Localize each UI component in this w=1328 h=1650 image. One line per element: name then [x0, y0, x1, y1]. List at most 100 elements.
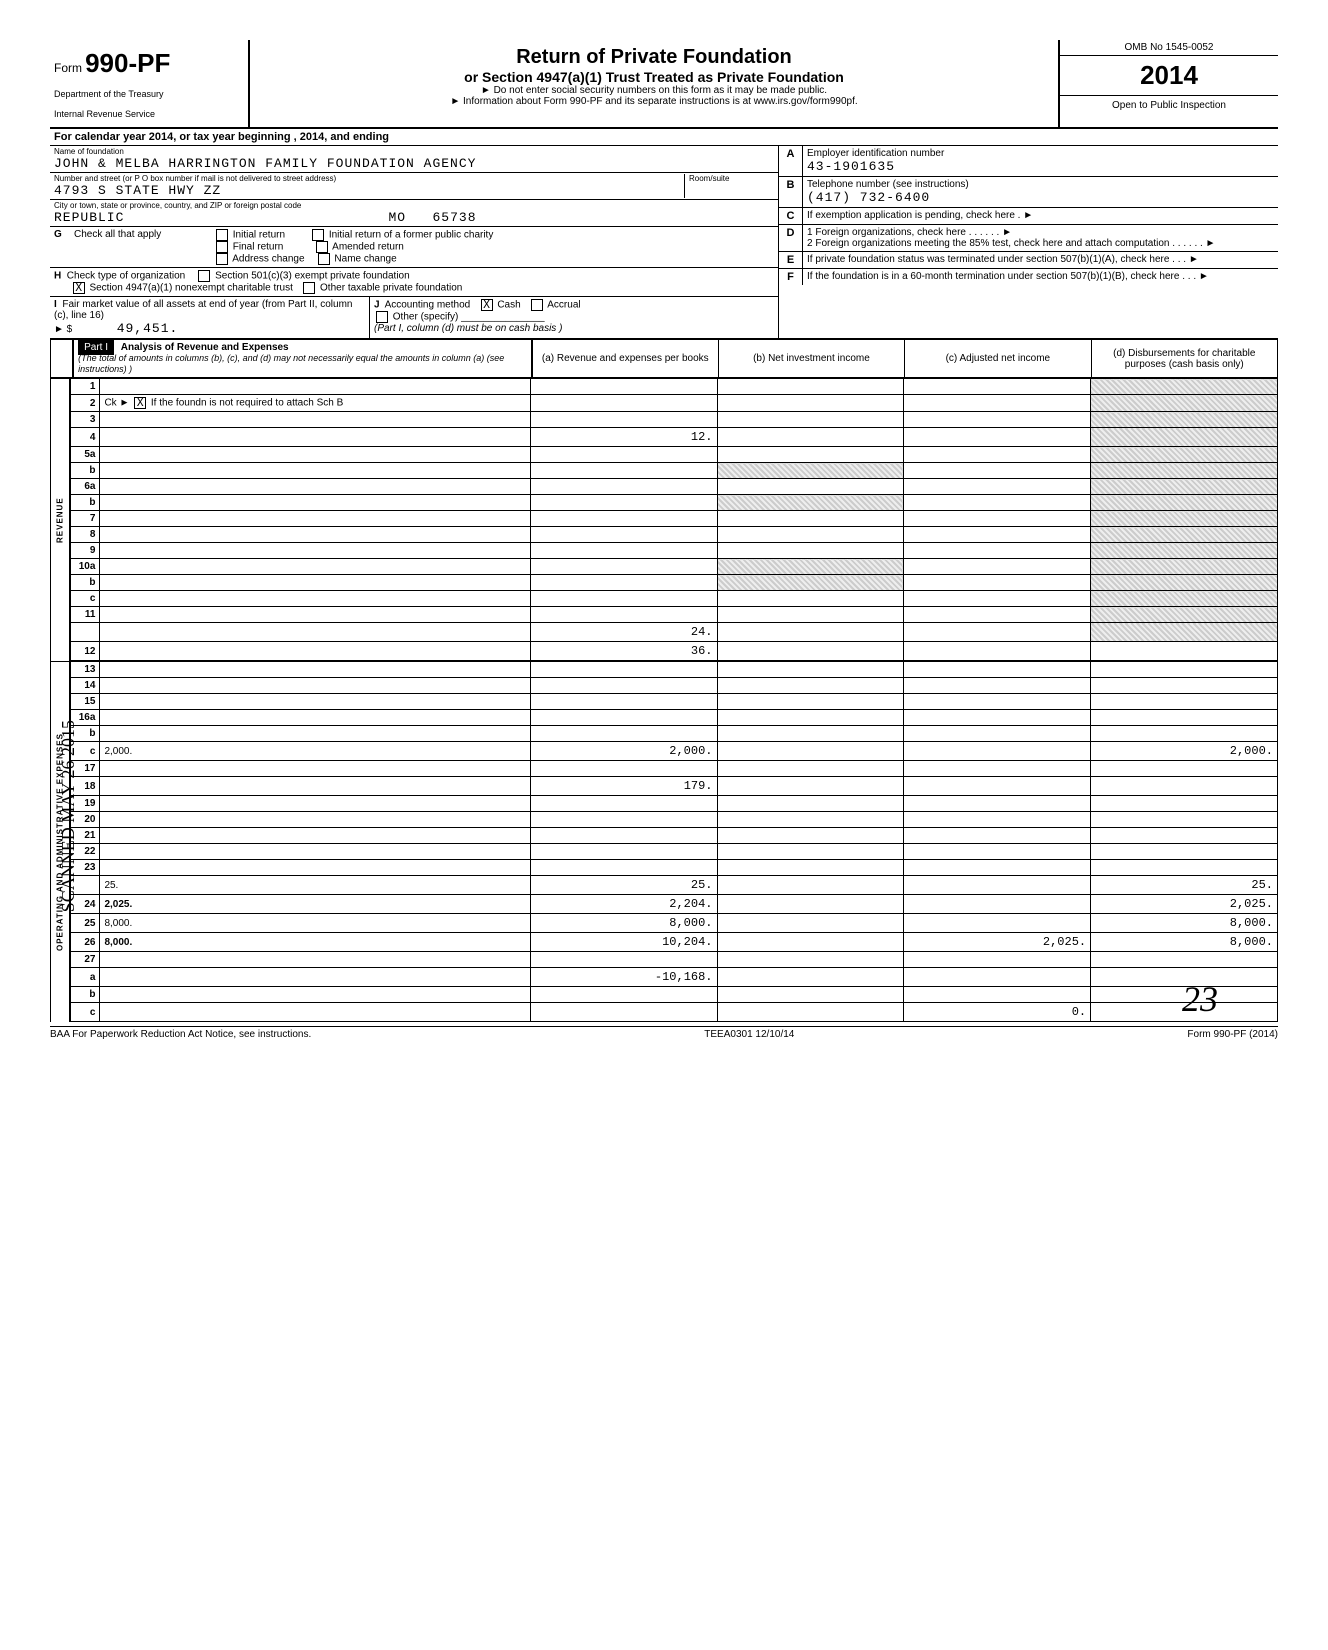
row-desc: 2,025. [100, 895, 530, 914]
j-accrual-check[interactable] [531, 299, 543, 311]
col-d [1091, 495, 1278, 511]
label-e: E [779, 252, 803, 268]
col-b [717, 642, 904, 661]
col-a [530, 987, 717, 1003]
table-row: 18179. [71, 777, 1278, 796]
row-desc [100, 543, 530, 559]
expenses-grid: 13141516abc2,000.2,000.2,000.1718179.192… [70, 661, 1278, 1022]
col-b [717, 623, 904, 642]
col-a [530, 527, 717, 543]
h-501-check[interactable] [198, 270, 210, 282]
col-a [530, 710, 717, 726]
g-o5: Address change [232, 254, 304, 265]
part1-note: (The total of amounts in columns (b), (c… [78, 353, 504, 374]
col-b [717, 1003, 904, 1022]
g-initial-check[interactable] [216, 229, 228, 241]
row-num: 7 [71, 511, 100, 527]
a-val: 43-1901635 [807, 159, 1274, 174]
h-4947-check[interactable]: X [73, 282, 85, 294]
footer-right: Form 990-PF (2014) [1187, 1029, 1278, 1040]
table-row: 25.25.25. [71, 876, 1278, 895]
col-c [904, 607, 1091, 623]
g-address-check[interactable] [216, 253, 228, 265]
table-row: a-10,168. [71, 968, 1278, 987]
col-d [1091, 777, 1278, 796]
col-c-hdr: (c) Adjusted net income [905, 340, 1091, 378]
row-desc [100, 428, 530, 447]
j-other: Other (specify) [393, 312, 459, 323]
col-c [904, 987, 1091, 1003]
irs: Internal Revenue Service [54, 109, 244, 119]
table-row: 23 [71, 860, 1278, 876]
c-text: If exemption application is pending, che… [803, 208, 1278, 224]
g-o4: Amended return [332, 242, 404, 253]
row-num: c [71, 591, 100, 607]
col-a: 25. [530, 876, 717, 895]
label-b: B [779, 177, 803, 207]
table-row: b [71, 987, 1278, 1003]
h-other-check[interactable] [303, 282, 315, 294]
col-d [1091, 726, 1278, 742]
col-d [1091, 678, 1278, 694]
g-name-check[interactable] [318, 253, 330, 265]
col-b [717, 952, 904, 968]
col-c [904, 511, 1091, 527]
g-former-check[interactable] [312, 229, 324, 241]
footer: BAA For Paperwork Reduction Act Notice, … [50, 1026, 1278, 1040]
col-c [904, 543, 1091, 559]
i-prefix: ► $ [54, 324, 72, 335]
label-i: I [54, 299, 57, 310]
form-note1: ► Do not enter social security numbers o… [260, 85, 1048, 96]
col-c [904, 895, 1091, 914]
col-a [530, 543, 717, 559]
room-label: Room/suite [689, 174, 774, 183]
col-c [904, 559, 1091, 575]
j-cash-check[interactable]: X [481, 299, 493, 311]
col-b [717, 761, 904, 777]
row-num: 13 [71, 662, 100, 678]
label-d: D [779, 225, 803, 251]
side-revenue: REVENUE [50, 378, 70, 661]
table-row: b [71, 463, 1278, 479]
col-c [904, 968, 1091, 987]
form-prefix: Form [54, 61, 82, 75]
col-b [717, 796, 904, 812]
col-c: 2,025. [904, 933, 1091, 952]
table-row: c0. [71, 1003, 1278, 1022]
row-desc: 2,000. [100, 742, 530, 761]
col-c [904, 428, 1091, 447]
info-grid: Name of foundation JOHN & MELBA HARRINGT… [50, 146, 1278, 339]
row-num: 5a [71, 447, 100, 463]
col-d: 2,000. [1091, 742, 1278, 761]
form-header: Form 990-PF Department of the Treasury I… [50, 40, 1278, 129]
row-desc [100, 678, 530, 694]
g-final-check[interactable] [216, 241, 228, 253]
row-num [71, 623, 100, 642]
row-desc [100, 527, 530, 543]
col-b [717, 742, 904, 761]
label-a: A [779, 146, 803, 176]
col-a [530, 860, 717, 876]
col-b [717, 726, 904, 742]
row-num: b [71, 575, 100, 591]
col-d [1091, 447, 1278, 463]
col-c [904, 876, 1091, 895]
col-b [717, 777, 904, 796]
col-c [904, 479, 1091, 495]
table-row: 9 [71, 543, 1278, 559]
page-number-script: 23 [1182, 978, 1218, 1020]
foundation-name: JOHN & MELBA HARRINGTON FAMILY FOUNDATIO… [54, 156, 774, 171]
form-left-block: Form 990-PF Department of the Treasury I… [50, 40, 250, 127]
col-d [1091, 412, 1278, 428]
col-d-hdr: (d) Disbursements for charitable purpose… [1091, 340, 1277, 378]
row-num: 10a [71, 559, 100, 575]
col-a [530, 726, 717, 742]
col-b [717, 678, 904, 694]
j-other-check[interactable] [376, 311, 388, 323]
g-amended-check[interactable] [316, 241, 328, 253]
col-b [717, 844, 904, 860]
col-a: 10,204. [530, 933, 717, 952]
col-d [1091, 761, 1278, 777]
row-desc [100, 1003, 530, 1022]
col-a [530, 447, 717, 463]
